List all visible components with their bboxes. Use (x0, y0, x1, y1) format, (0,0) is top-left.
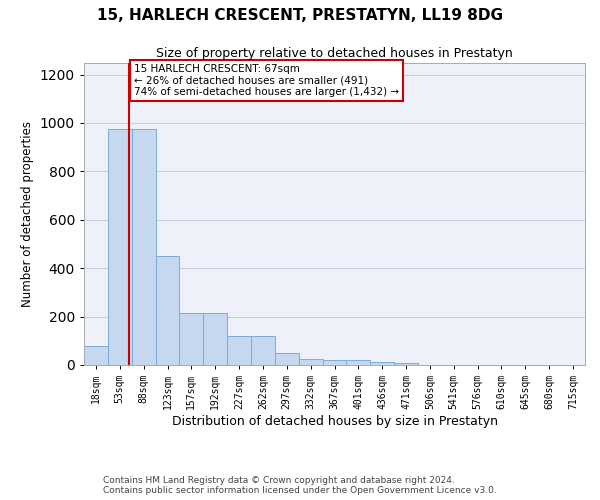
Bar (108, 129, 132, 365)
Bar (394, 362, 418, 365)
Text: 15 HARLECH CRESCENT: 67sqm
← 26% of detached houses are smaller (491)
74% of sem: 15 HARLECH CRESCENT: 67sqm ← 26% of deta… (134, 64, 399, 97)
Bar (299, 359, 323, 365)
Text: Contains HM Land Registry data © Crown copyright and database right 2024.
Contai: Contains HM Land Registry data © Crown c… (103, 476, 497, 495)
Y-axis label: Number of detached properties: Number of detached properties (21, 120, 34, 306)
Title: Size of property relative to detached houses in Prestatyn: Size of property relative to detached ho… (156, 47, 513, 60)
X-axis label: Distribution of detached houses by size in Prestatyn: Distribution of detached houses by size … (172, 415, 497, 428)
Bar (179, 313, 203, 365)
Bar (251, 336, 275, 365)
Bar (84, 346, 108, 365)
Bar (370, 362, 394, 365)
Text: 15, HARLECH CRESCENT, PRESTATYN, LL19 8DG: 15, HARLECH CRESCENT, PRESTATYN, LL19 8D… (97, 8, 503, 22)
Bar (203, 313, 227, 365)
Bar (155, 256, 179, 365)
Bar (227, 336, 251, 365)
Bar (275, 354, 299, 365)
Bar (132, 129, 155, 365)
Bar (346, 360, 370, 365)
Bar (323, 360, 346, 365)
